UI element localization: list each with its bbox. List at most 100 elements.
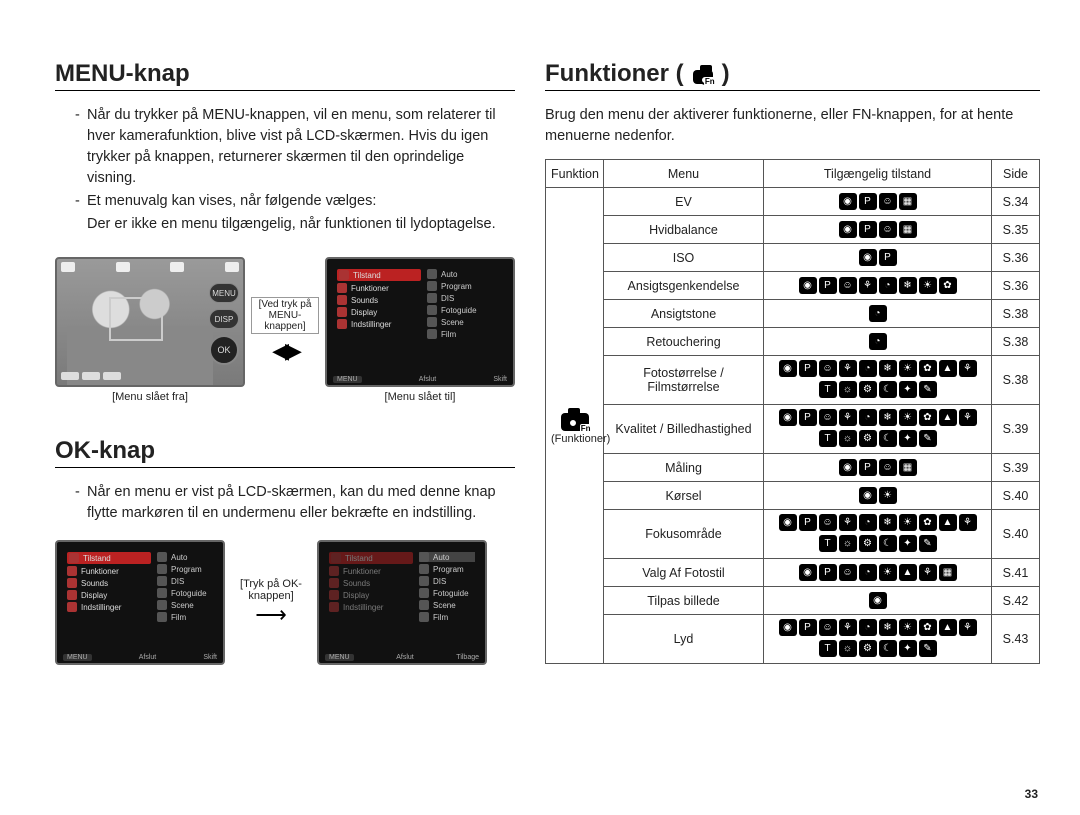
double-arrow-icon: ◀▶ (272, 338, 298, 364)
mode-icon (899, 381, 917, 398)
table-side-cell: S.40 (992, 510, 1040, 559)
mode-icon (919, 430, 937, 447)
table-menu-cell: Valg Af Fotostil (604, 559, 764, 587)
mode-icon (779, 514, 797, 531)
mode-icon (879, 430, 897, 447)
table-side-cell: S.38 (992, 300, 1040, 328)
mode-icon (859, 221, 877, 238)
mode-icon (939, 564, 957, 581)
mode-icon (879, 409, 897, 426)
table-side-cell: S.40 (992, 482, 1040, 510)
table-menu-cell: Måling (604, 454, 764, 482)
mode-icon (839, 277, 857, 294)
mode-icon (819, 381, 837, 398)
ok-press-caption: [Tryk på OK-knappen] (235, 578, 307, 602)
th-avail: Tilgængelig tilstand (764, 160, 992, 188)
mode-icon (899, 564, 917, 581)
funktioner-title: Funktioner ( Fn ) (545, 60, 1040, 91)
table-side-cell: S.39 (992, 454, 1040, 482)
table-side-cell: S.39 (992, 405, 1040, 454)
table-icons-cell (764, 328, 992, 356)
mode-icon (859, 640, 877, 657)
table-side-cell: S.36 (992, 244, 1040, 272)
mode-icon (799, 619, 817, 636)
mode-icon (879, 277, 897, 294)
disp-button-icon: DISP (209, 309, 239, 329)
mode-icon (869, 305, 887, 322)
menu-knap-p2: Et menuvalg kan vises, når følgende vælg… (75, 191, 515, 212)
table-side-cell: S.38 (992, 356, 1040, 405)
table-icons-cell (764, 216, 992, 244)
table-menu-cell: Tilpas billede (604, 587, 764, 615)
mode-icon (799, 360, 817, 377)
mode-icon (899, 360, 917, 377)
table-menu-cell: Fokusområde (604, 510, 764, 559)
table-menu-cell: Fotostørrelse / Filmstørrelse (604, 356, 764, 405)
table-side-cell: S.43 (992, 615, 1040, 664)
caption-menu-on: [Menu slået til] (325, 391, 515, 403)
mode-icon (939, 277, 957, 294)
mode-icon (919, 277, 937, 294)
mode-icon (819, 430, 837, 447)
table-icons-cell (764, 482, 992, 510)
table-menu-cell: Kørsel (604, 482, 764, 510)
mode-icon (819, 409, 837, 426)
page-number: 33 (1025, 787, 1038, 801)
mode-icon (779, 409, 797, 426)
mode-icon (839, 459, 857, 476)
table-side-cell: S.41 (992, 559, 1040, 587)
mode-icon (879, 459, 897, 476)
mode-icon (869, 333, 887, 350)
menu-knap-screenshots: MENU DISP OK [Menu slået fra] [Ved tryk … (55, 257, 515, 403)
table-menu-cell: ISO (604, 244, 764, 272)
table-icons-cell (764, 272, 992, 300)
mode-icon (899, 221, 917, 238)
mode-icon (919, 619, 937, 636)
screenshot-ok-after: TilstandFunktionerSoundsDisplayIndstilli… (317, 540, 487, 665)
mode-icon (879, 514, 897, 531)
mode-icon (859, 381, 877, 398)
mode-icon (859, 360, 877, 377)
funktioner-intro: Brug den menu der aktiverer funktionerne… (545, 105, 1040, 147)
mode-icon (959, 514, 977, 531)
screenshot-ok-before: TilstandFunktionerSoundsDisplayIndstilli… (55, 540, 225, 665)
table-icons-cell (764, 510, 992, 559)
modes-table: Funktion Menu Tilgængelig tilstand Side … (545, 159, 1040, 664)
mode-icon (939, 619, 957, 636)
table-menu-cell: Hvidbalance (604, 216, 764, 244)
ok-knap-body: Når en menu er vist på LCD-skærmen, kan … (75, 482, 515, 524)
mode-icon (799, 514, 817, 531)
mode-icon (839, 640, 857, 657)
mode-icon (959, 619, 977, 636)
table-menu-cell: Retouchering (604, 328, 764, 356)
table-side-cell: S.35 (992, 216, 1040, 244)
mode-icon (959, 409, 977, 426)
mode-icon (919, 535, 937, 552)
table-icons-cell (764, 300, 992, 328)
th-funktion: Funktion (546, 160, 604, 188)
table-menu-cell: Ansigtsgenkendelse (604, 272, 764, 300)
mode-icon (879, 564, 897, 581)
mode-icon (859, 193, 877, 210)
th-side: Side (992, 160, 1040, 188)
menu-knap-p1: Når du trykker på MENU-knappen, vil en m… (75, 105, 515, 189)
mode-icon (879, 193, 897, 210)
mode-icon (799, 277, 817, 294)
mode-icon (859, 535, 877, 552)
fn-cell: Fn(Funktioner) (546, 188, 604, 664)
mode-icon (879, 535, 897, 552)
table-side-cell: S.36 (992, 272, 1040, 300)
mode-icon (839, 514, 857, 531)
left-column: MENU-knap Når du trykker på MENU-knappen… (55, 60, 515, 785)
table-icons-cell (764, 244, 992, 272)
mode-icon (859, 249, 877, 266)
mode-icon (899, 193, 917, 210)
mode-icon (779, 360, 797, 377)
mode-icon (839, 221, 857, 238)
menu-knap-title: MENU-knap (55, 60, 515, 91)
mode-icon (859, 564, 877, 581)
mode-icon (839, 619, 857, 636)
th-menu: Menu (604, 160, 764, 188)
table-side-cell: S.38 (992, 328, 1040, 356)
menu-knap-p3: Der er ikke en menu tilgængelig, når fun… (75, 214, 515, 235)
